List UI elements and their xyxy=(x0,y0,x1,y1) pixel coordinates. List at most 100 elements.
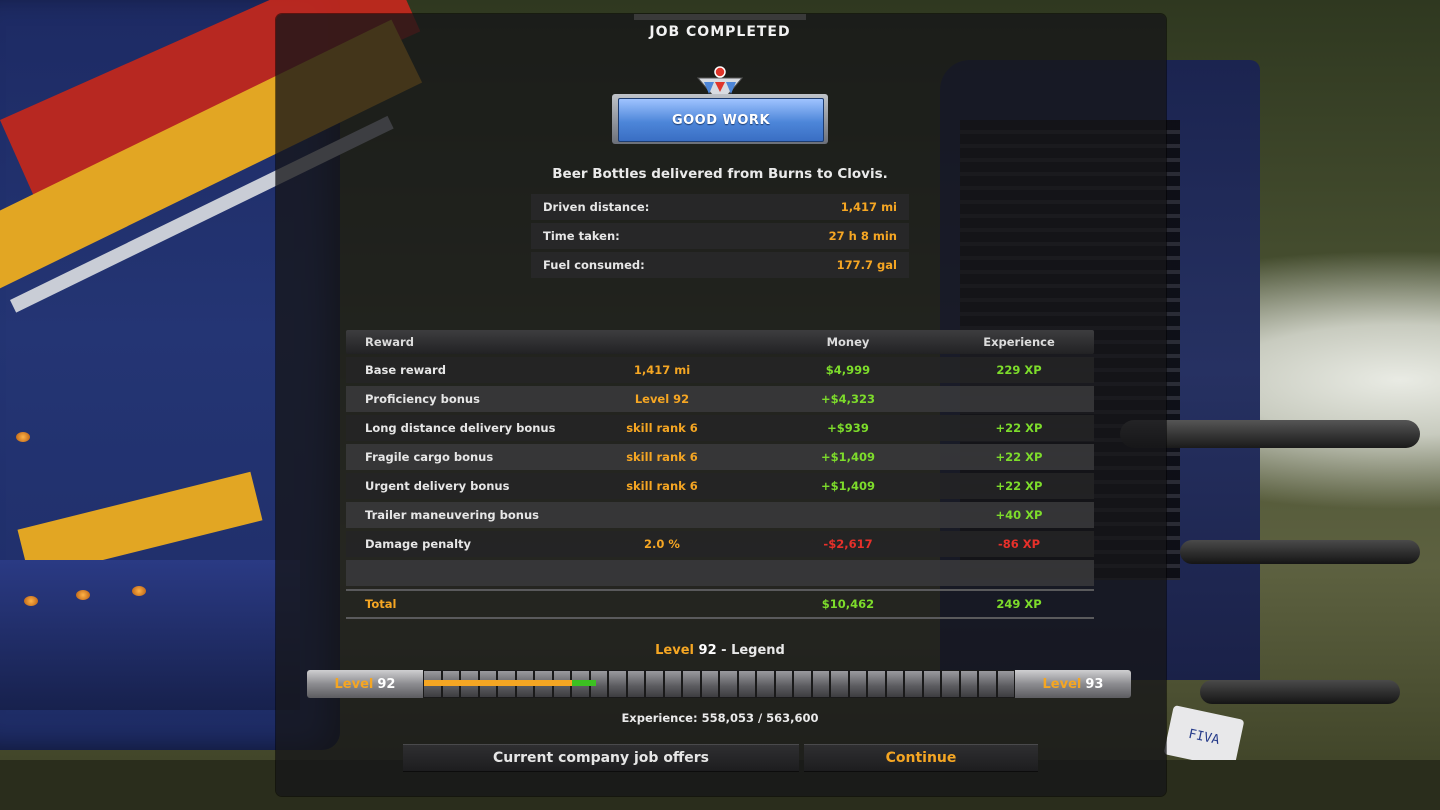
header-money: Money xyxy=(826,335,870,349)
experience-segment xyxy=(960,671,977,697)
experience-segment xyxy=(701,671,718,697)
reward-label: Base reward xyxy=(365,363,446,377)
grille-guard-bar xyxy=(1180,540,1420,564)
marker-lamp-icon xyxy=(24,596,38,606)
experience-bar: Level 92 Level 93 xyxy=(307,670,1131,698)
experience-segment xyxy=(590,671,607,697)
experience-segment xyxy=(886,671,903,697)
total-money: $10,462 xyxy=(821,597,875,611)
current-level-number: 92 xyxy=(377,676,396,692)
stat-label: Fuel consumed: xyxy=(543,258,645,272)
grille-guard-bar xyxy=(1120,420,1420,448)
license-plate-text: FIVA xyxy=(1187,726,1221,748)
marker-lamp-icon xyxy=(132,586,146,596)
reward-money: +$939 xyxy=(827,421,869,435)
total-label: Total xyxy=(365,597,397,611)
level-title-word: Level xyxy=(655,643,694,658)
reward-experience: +40 XP xyxy=(995,508,1043,522)
level-title-rank: - Legend xyxy=(716,643,785,658)
reward-experience: 229 XP xyxy=(996,363,1042,377)
reward-label: Proficiency bonus xyxy=(365,392,480,406)
experience-fill-before xyxy=(424,680,572,686)
experience-text: Experience: 558,053 / 563,600 xyxy=(621,711,819,725)
divider xyxy=(346,617,1094,619)
experience-segment xyxy=(868,671,885,697)
reward-label: Urgent delivery bonus xyxy=(365,479,510,493)
stat-label: Time taken: xyxy=(543,229,620,243)
grille-guard-bar xyxy=(1200,680,1400,704)
divider xyxy=(346,589,1094,591)
reward-table-header: Reward Money Experience xyxy=(346,330,1094,354)
page-title: JOB COMPLETED xyxy=(649,24,791,40)
reward-money: -$2,617 xyxy=(823,537,873,551)
reward-money: +$1,409 xyxy=(820,479,875,493)
table-row: Fragile cargo bonus skill rank 6 +$1,409… xyxy=(346,444,1094,470)
stat-row-time: Time taken: 27 h 8 min xyxy=(531,223,909,249)
level-title-number: 92 xyxy=(698,643,717,658)
table-row: Damage penalty 2.0 % -$2,617 -86 XP xyxy=(346,531,1094,557)
table-row: Trailer maneuvering bonus +40 XP xyxy=(346,502,1094,528)
current-level-cap: Level 92 xyxy=(307,670,423,698)
marker-lamp-icon xyxy=(16,432,30,442)
level-title: Level 92 - Legend xyxy=(0,643,1440,658)
experience-segment xyxy=(979,671,996,697)
job-offers-button[interactable]: Current company job offers xyxy=(403,744,799,772)
reward-experience: +22 XP xyxy=(995,479,1043,493)
reward-label: Damage penalty xyxy=(365,537,471,551)
reward-detail: skill rank 6 xyxy=(626,479,698,493)
header-reward: Reward xyxy=(365,335,414,349)
trophy-emblem-icon xyxy=(696,66,744,105)
table-row: Long distance delivery bonus skill rank … xyxy=(346,415,1094,441)
reward-detail: 1,417 mi xyxy=(633,363,691,377)
stat-label: Driven distance: xyxy=(543,200,650,214)
table-row: Proficiency bonus Level 92 +$4,323 xyxy=(346,386,1094,412)
reward-detail: skill rank 6 xyxy=(626,450,698,464)
experience-segment xyxy=(646,671,663,697)
experience-fill-gained xyxy=(572,680,596,686)
reward-table: Reward Money Experience Base reward 1,41… xyxy=(346,330,1094,619)
reward-experience: +22 XP xyxy=(995,421,1043,435)
experience-segment xyxy=(664,671,681,697)
reward-money: +$4,323 xyxy=(820,392,875,406)
delivery-summary: Beer Bottles delivered from Burns to Clo… xyxy=(552,166,888,182)
experience-segment xyxy=(720,671,737,697)
table-row: Base reward 1,417 mi $4,999 229 XP xyxy=(346,357,1094,383)
experience-segment xyxy=(812,671,829,697)
stat-row-distance: Driven distance: 1,417 mi xyxy=(531,194,909,220)
next-level-word: Level xyxy=(1042,676,1082,692)
reward-label: Trailer maneuvering bonus xyxy=(365,508,539,522)
reward-label: Fragile cargo bonus xyxy=(365,450,494,464)
reward-experience: +22 XP xyxy=(995,450,1043,464)
title-tab xyxy=(634,14,806,20)
experience-segment xyxy=(831,671,848,697)
experience-segment xyxy=(905,671,922,697)
table-row: Urgent delivery bonus skill rank 6 +$1,4… xyxy=(346,473,1094,499)
experience-segment xyxy=(738,671,755,697)
stat-value: 27 h 8 min xyxy=(828,229,897,243)
reward-experience: -86 XP xyxy=(997,537,1041,551)
rating-badge: GOOD WORK xyxy=(612,64,828,144)
current-level-word: Level xyxy=(334,676,374,692)
stat-row-fuel: Fuel consumed: 177.7 gal xyxy=(531,252,909,278)
reward-detail: Level 92 xyxy=(634,392,690,406)
stat-value: 177.7 gal xyxy=(836,258,897,272)
reward-money: +$1,409 xyxy=(820,450,875,464)
table-row-total: Total $10,462 249 XP xyxy=(346,591,1094,617)
marker-lamp-icon xyxy=(76,590,90,600)
experience-segment xyxy=(775,671,792,697)
truck-bumper xyxy=(0,560,300,710)
table-row-empty xyxy=(346,560,1094,586)
experience-segment xyxy=(849,671,866,697)
next-level-number: 93 xyxy=(1085,676,1104,692)
experience-segments xyxy=(423,670,1015,698)
stat-value: 1,417 mi xyxy=(840,200,897,214)
experience-segment xyxy=(609,671,626,697)
experience-segment xyxy=(757,671,774,697)
experience-segment xyxy=(627,671,644,697)
reward-detail: 2.0 % xyxy=(644,537,680,551)
experience-segment xyxy=(794,671,811,697)
experience-segment xyxy=(923,671,940,697)
trip-stats: Driven distance: 1,417 mi Time taken: 27… xyxy=(531,194,909,281)
continue-button[interactable]: Continue xyxy=(804,744,1038,772)
experience-segment xyxy=(997,671,1014,697)
